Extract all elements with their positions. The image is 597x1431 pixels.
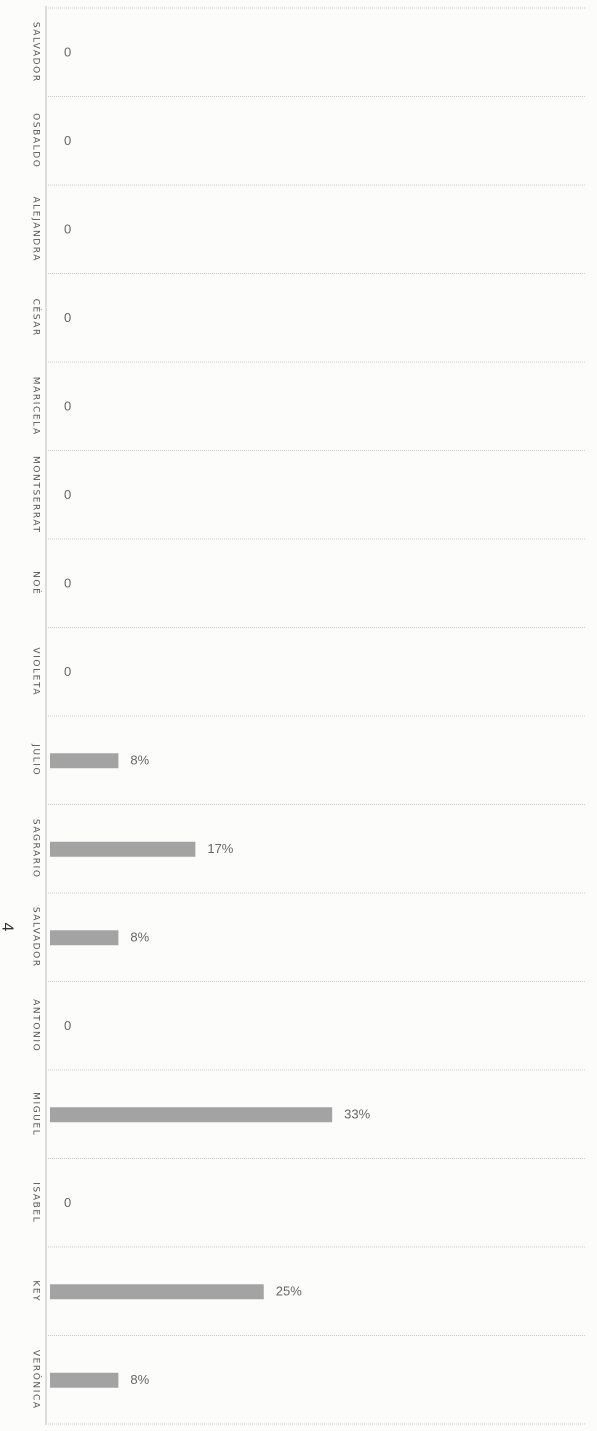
data-label: 0 xyxy=(64,664,71,679)
category-label: MONTSERRAT xyxy=(31,456,41,534)
data-label: 0 xyxy=(64,222,71,237)
data-label: 8% xyxy=(130,930,149,945)
bar xyxy=(50,1284,264,1300)
data-label: 25% xyxy=(276,1284,302,1299)
data-label: 0 xyxy=(64,1195,71,1210)
category-label: MARICELA xyxy=(31,377,41,436)
data-label: 0 xyxy=(64,45,71,60)
category-label: CÉSAR xyxy=(31,299,43,337)
bar xyxy=(50,1107,333,1123)
data-label: 8% xyxy=(130,753,149,768)
category-label: KEY xyxy=(31,1280,41,1302)
category-label: ALEJANDRA xyxy=(31,196,41,262)
category-labels: SALVADOR OSBALDO ALEJANDRA CÉSAR MARICELA MON… xyxy=(31,22,43,1410)
page-number: 4 xyxy=(0,922,16,932)
category-label: SALVADOR xyxy=(31,22,41,83)
category-label: SAGRARIO xyxy=(31,819,41,879)
data-label: 0 xyxy=(64,1018,71,1033)
data-label: 0 xyxy=(64,576,71,591)
category-label: VERÓNICA xyxy=(31,1350,43,1410)
data-label: 0 xyxy=(64,399,71,414)
bar xyxy=(50,841,196,857)
category-label: OSBALDO xyxy=(31,113,41,168)
data-label: 0 xyxy=(64,310,71,325)
data-label: 8% xyxy=(130,1372,149,1387)
category-label: ANTONIO xyxy=(31,999,41,1052)
data-labels: 0 0 0 0 0 0 0 0 8% 17% 8% 0 33% 0 25% 8% xyxy=(64,45,371,1388)
category-label: VIOLETA xyxy=(31,647,41,696)
data-label: 0 xyxy=(64,133,71,148)
data-label: 33% xyxy=(344,1107,370,1122)
data-label: 17% xyxy=(207,841,233,856)
grid-lines xyxy=(48,7,585,1425)
bar xyxy=(50,1372,119,1388)
bar xyxy=(50,753,119,769)
data-label: 0 xyxy=(64,487,71,502)
category-label: MIGUEL xyxy=(31,1092,41,1136)
bar xyxy=(50,930,119,946)
category-label: ISABEL xyxy=(31,1182,41,1223)
category-label: NOÉ xyxy=(31,571,43,595)
bars xyxy=(50,753,333,1388)
category-label: SALVADOR xyxy=(31,907,41,968)
category-label: JULIO xyxy=(31,743,41,776)
